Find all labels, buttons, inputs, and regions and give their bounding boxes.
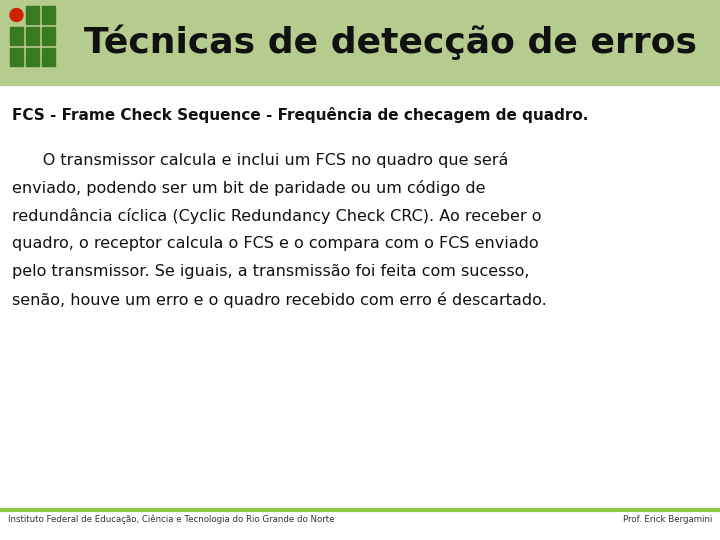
Bar xyxy=(10,27,23,45)
Text: enviado, podendo ser um bit de paridade ou um código de: enviado, podendo ser um bit de paridade … xyxy=(12,180,485,197)
Text: Instituto Federal de Educação, Ciência e Tecnologia do Rio Grande do Norte: Instituto Federal de Educação, Ciência e… xyxy=(8,515,335,524)
Bar xyxy=(42,6,55,24)
Text: senão, houve um erro e o quadro recebido com erro é descartado.: senão, houve um erro e o quadro recebido… xyxy=(12,292,546,308)
Text: Prof. Erick Bergamini: Prof. Erick Bergamini xyxy=(623,515,712,524)
Bar xyxy=(10,48,23,66)
Bar xyxy=(26,6,39,24)
Text: pelo transmissor. Se iguais, a transmissão foi feita com sucesso,: pelo transmissor. Se iguais, a transmiss… xyxy=(12,264,529,279)
Text: redundância cíclica (Cyclic Redundancy Check CRC). Ao receber o: redundância cíclica (Cyclic Redundancy C… xyxy=(12,208,541,224)
Bar xyxy=(26,48,39,66)
Bar xyxy=(26,27,39,45)
Text: quadro, o receptor calcula o FCS e o compara com o FCS enviado: quadro, o receptor calcula o FCS e o com… xyxy=(12,237,539,251)
Text: Técnicas de detecção de erros: Técnicas de detecção de erros xyxy=(84,25,696,60)
Text: O transmissor calcula e inclui um FCS no quadro que será: O transmissor calcula e inclui um FCS no… xyxy=(12,152,508,168)
Bar xyxy=(42,27,55,45)
Text: FCS - Frame Check Sequence - Frequência de checagem de quadro.: FCS - Frame Check Sequence - Frequência … xyxy=(12,107,588,123)
Bar xyxy=(42,48,55,66)
Circle shape xyxy=(10,9,23,22)
